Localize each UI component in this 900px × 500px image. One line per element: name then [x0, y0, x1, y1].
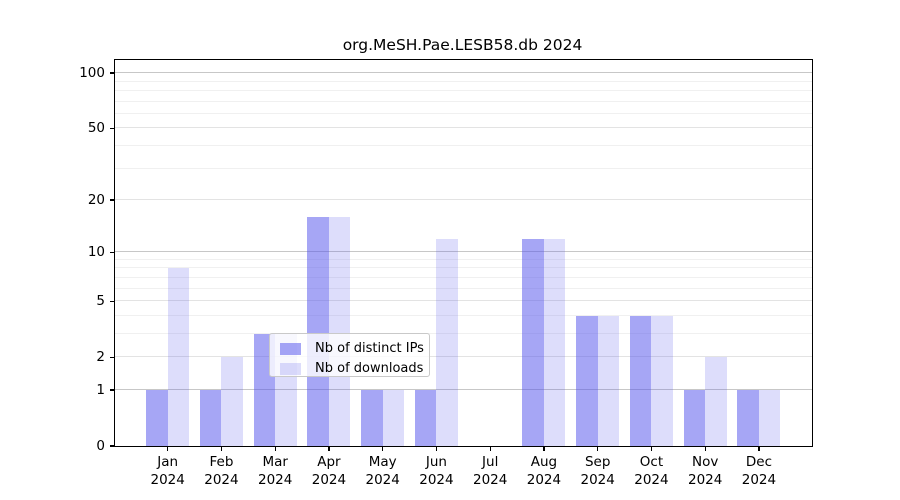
minor-gridline: [115, 333, 812, 334]
bar-nb-of-distinct-ips-nov: [683, 390, 706, 446]
legend-swatch-downloads: [280, 362, 301, 375]
y-tick-label-5: 5: [96, 293, 105, 310]
x-tick-label-sep: Sep 2024: [580, 454, 615, 488]
minor-gridline: [115, 314, 812, 316]
minor-gridline: [115, 89, 812, 91]
y-tick-label-1: 1: [96, 381, 105, 398]
x-tick-dec: [758, 446, 760, 451]
gridline-50: [115, 127, 812, 129]
bar-nb-of-distinct-ips-apr: [307, 217, 329, 446]
bar-nb-of-distinct-ips-dec: [737, 390, 759, 446]
plot-area: 0 1 2 5 10 20 50 100 Jan 2024 Feb 2024 Mar 2024 Apr 202…: [79, 59, 813, 488]
y-tick-label-20: 20: [87, 192, 105, 208]
minor-gridline: [115, 100, 812, 102]
bar-nb-of-downloads-sep: [597, 315, 620, 446]
bar-nb-of-distinct-ips-sep: [576, 315, 598, 446]
x-tick-label-mar: Mar 2024: [258, 454, 293, 488]
bar-nb-of-downloads-may: [382, 390, 405, 446]
bar-nb-of-distinct-ips-may: [361, 390, 383, 446]
minor-gridline: [115, 276, 812, 278]
bar-nb-of-downloads-nov: [705, 357, 727, 446]
gridline-1: [115, 389, 812, 390]
bar-nb-of-downloads-feb: [221, 357, 243, 446]
x-tick-jun: [435, 446, 438, 451]
minor-gridline: [115, 144, 812, 146]
x-tick-label-aug: Aug 2024: [526, 454, 562, 488]
legend-swatch-distinct-ips: [280, 342, 301, 355]
x-tick-may: [382, 446, 384, 451]
minor-gridline: [115, 80, 812, 82]
x-tick-oct: [650, 446, 653, 451]
bar-nb-of-downloads-jan: [167, 268, 190, 446]
x-tick-label-oct: Oct 2024: [634, 454, 669, 488]
chart-title: org.MeSH.Pae.LESB58.db 2024: [342, 36, 583, 54]
gridline-10: [115, 251, 812, 253]
y-tick-label-50: 50: [87, 120, 105, 137]
x-tick-label-nov: Nov 2024: [688, 454, 723, 488]
x-tick-label-jul: Jul 2024: [473, 454, 508, 488]
y-tick-10: [109, 251, 114, 253]
x-tick-feb: [220, 446, 223, 451]
legend-row-downloads: Nb of downloads: [280, 361, 429, 376]
minor-gridline: [115, 167, 812, 169]
legend-label-distinct-ips: Nb of distinct IPs: [315, 341, 424, 356]
x-tick-jan: [167, 446, 169, 451]
bar-nb-of-downloads-apr: [328, 217, 351, 446]
bar-nb-of-downloads-aug: [543, 238, 566, 446]
bar-nb-of-downloads-dec: [758, 390, 781, 446]
y-tick-label-100: 100: [79, 65, 105, 82]
legend-label-downloads: Nb of downloads: [315, 361, 424, 376]
y-tick-2: [109, 356, 114, 358]
x-tick-label-jun: Jun 2024: [419, 454, 454, 488]
x-tick-mar: [274, 446, 276, 451]
gridline-100: [115, 72, 812, 74]
y-tick-5: [109, 300, 114, 302]
bar-nb-of-distinct-ips-feb: [199, 390, 222, 446]
y-tick-100: [109, 72, 114, 74]
minor-gridline: [115, 258, 812, 260]
bar-nb-of-downloads-oct: [651, 315, 673, 446]
y-tick-20: [109, 199, 114, 201]
y-tick-label-10: 10: [87, 244, 105, 261]
x-tick-label-may: May 2024: [365, 454, 400, 488]
bar-nb-of-distinct-ips-jun: [414, 390, 437, 446]
y-tick-label-2: 2: [96, 349, 105, 366]
x-tick-apr: [328, 446, 330, 451]
x-tick-sep: [597, 446, 599, 451]
gridline-5: [115, 300, 812, 302]
bar-nb-of-downloads-jun: [436, 238, 458, 446]
gridline-2: [115, 356, 812, 358]
x-tick-label-dec: Dec 2024: [741, 454, 777, 488]
minor-gridline: [115, 287, 812, 289]
x-tick-nov: [704, 446, 706, 451]
y-tick-0: [109, 445, 114, 447]
legend-row-distinct-ips: Nb of distinct IPs: [280, 341, 429, 356]
x-tick-jul: [489, 446, 491, 451]
y-tick-label-0: 0: [96, 438, 105, 454]
y-tick-50: [109, 127, 114, 129]
x-tick-label-apr: Apr 2024: [311, 454, 347, 488]
gridline-20: [115, 199, 812, 201]
x-tick-label-jan: Jan 2024: [150, 454, 185, 488]
minor-gridline: [115, 267, 812, 269]
minor-gridline: [115, 112, 812, 114]
x-tick-aug: [543, 446, 545, 451]
bar-nb-of-distinct-ips-jan: [146, 390, 168, 446]
y-tick-1: [109, 389, 114, 391]
x-tick-label-feb: Feb 2024: [204, 454, 239, 488]
bar-nb-of-distinct-ips-oct: [629, 315, 652, 446]
bar-nb-of-distinct-ips-aug: [522, 238, 544, 446]
legend-box: Nb of distinct IPs Nb of downloads: [269, 333, 430, 377]
